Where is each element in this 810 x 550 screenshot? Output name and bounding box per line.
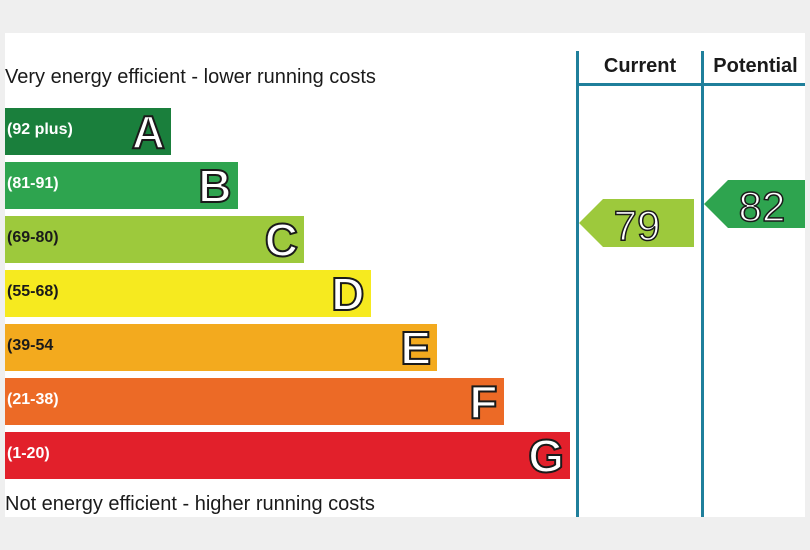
current-column-divider: [576, 51, 579, 517]
band-f: (21-38) F: [5, 375, 504, 429]
potential-rating-arrow: 82: [704, 180, 805, 231]
band-g: (1-20) G: [5, 429, 570, 483]
top-caption: Very energy efficient - lower running co…: [5, 66, 376, 88]
band-range-label: (81-91): [7, 175, 59, 192]
band-letter: A: [131, 105, 166, 159]
band-range-label: (92 plus): [7, 121, 73, 138]
band-letter: D: [330, 267, 365, 321]
potential-header-rule: [704, 83, 805, 86]
current-rating-value: 79: [614, 202, 661, 249]
potential-column-header: Potential: [713, 55, 798, 77]
potential-rating-value: 82: [739, 183, 786, 230]
band-letter: F: [468, 375, 498, 429]
band-e: (39-54 E: [5, 321, 437, 375]
band-letter: C: [264, 213, 299, 267]
band-range-label: (1-20): [7, 445, 50, 462]
bottom-caption: Not energy efficient - higher running co…: [5, 493, 375, 515]
current-rating-arrow-shape: [579, 199, 694, 247]
current-rating-arrow: 79: [579, 199, 694, 250]
potential-rating-arrow-shape: [704, 180, 805, 228]
band-range-label: (21-38): [7, 391, 59, 408]
band-range-label: (55-68): [7, 283, 59, 300]
band-letter: B: [197, 159, 232, 213]
band-range-label: (39-54: [7, 337, 54, 354]
band-d: (55-68) D: [5, 267, 371, 321]
band-range-label: (69-80): [7, 229, 59, 246]
band-a: (92 plus) A: [5, 105, 171, 159]
current-header-rule: [579, 83, 701, 86]
current-column-header: Current: [603, 55, 677, 77]
band-letter: G: [527, 429, 565, 483]
band-b: (81-91) B: [5, 159, 238, 213]
potential-column-divider: [701, 51, 704, 517]
band-letter: E: [399, 321, 432, 375]
band-c: (69-80) C: [5, 213, 304, 267]
